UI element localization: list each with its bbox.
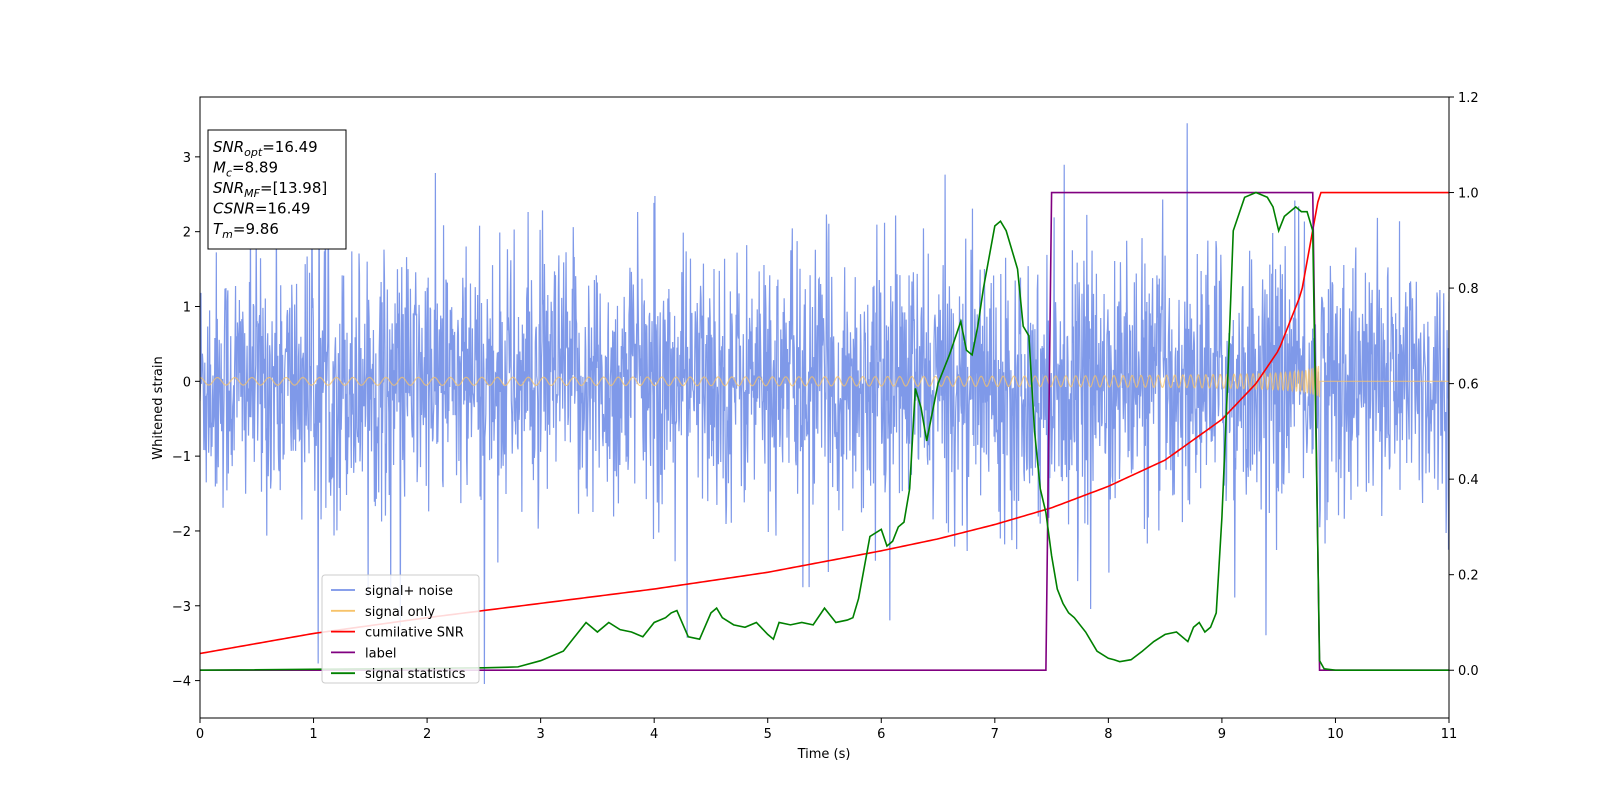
y2-tick-label: 1.0 [1458, 187, 1479, 202]
x-tick-label: 8 [1104, 727, 1112, 742]
legend: signal+ noise signal only cumilative SNR la… [321, 574, 480, 684]
y2-tick-label: 0.6 [1458, 378, 1479, 393]
annotation-line: CSNR=16.49 [213, 200, 310, 218]
y-axis-label: Whitened strain [151, 356, 166, 459]
y-tick-label: −3 [172, 600, 191, 615]
annotation-subscript: MF [244, 187, 260, 200]
annotation-subscript: m [222, 228, 233, 241]
annotation-symbol: SNR [213, 179, 244, 197]
annotation-symbol: SNR [213, 138, 244, 156]
x-tick-label: 6 [877, 727, 885, 742]
annotation-value: =[13.98] [260, 179, 327, 197]
x-tick-label: 9 [1218, 727, 1226, 742]
legend-label: signal statistics [365, 667, 466, 682]
y-axis-right: 1.2 1.0 0.8 0.6 0.4 0.2 0.0 [1449, 91, 1479, 679]
x-tick-label: 11 [1441, 727, 1458, 742]
annotation-symbol: M [213, 159, 226, 177]
y-tick-label: 3 [183, 151, 191, 166]
x-tick-label: 2 [423, 727, 431, 742]
series-signal-only [200, 365, 1449, 398]
y-tick-label: −2 [172, 525, 191, 540]
x-tick-label: 7 [991, 727, 999, 742]
legend-label: signal+ noise [365, 584, 453, 599]
y-axis-left: 3 2 1 0 −1 −2 −3 −4 [172, 151, 200, 690]
x-tick-label: 4 [650, 727, 658, 742]
x-tick-label: 5 [764, 727, 772, 742]
x-axis: 0 1 2 3 4 5 6 7 8 9 10 11 [196, 718, 1457, 742]
annotation-value: =16.49 [262, 138, 318, 156]
y2-tick-label: 0.0 [1458, 664, 1479, 679]
series-signal-noise [200, 123, 1449, 685]
annotation-symbol: T [213, 220, 224, 238]
annotation-symbol: CSNR [213, 200, 255, 218]
x-axis-label: Time (s) [797, 747, 851, 762]
legend-label: signal only [365, 605, 435, 620]
y-tick-label: −4 [172, 675, 191, 690]
annotation-line: Mc=8.89 [213, 159, 278, 180]
annotation-lines: SNRopt=16.49Mc=8.89SNRMF=[13.98]CSNR=16.… [213, 138, 327, 241]
legend-label: label [365, 646, 396, 661]
y-tick-label: 2 [183, 226, 191, 241]
annotation-value: =9.86 [233, 220, 279, 238]
y-tick-label: 0 [183, 375, 191, 390]
annotation-box: SNRopt=16.49Mc=8.89SNRMF=[13.98]CSNR=16.… [207, 129, 347, 250]
y2-tick-label: 1.2 [1458, 91, 1479, 106]
legend-entries: signal+ noise signal only cumilative SNR la… [331, 584, 466, 682]
annotation-subscript: c [226, 167, 232, 180]
x-tick-label: 3 [536, 727, 544, 742]
legend-frame [321, 574, 480, 684]
annotation-value: =16.49 [255, 200, 311, 218]
y-tick-label: −1 [172, 450, 191, 465]
annotation-subscript: opt [244, 146, 263, 159]
y-tick-label: 1 [183, 300, 191, 315]
annotation-line: Tm=9.86 [213, 220, 279, 241]
annotation-frame [207, 129, 347, 250]
y2-tick-label: 0.8 [1458, 282, 1479, 297]
y2-tick-label: 0.2 [1458, 569, 1479, 584]
legend-label: cumilative SNR [365, 626, 464, 641]
plot-frame [199, 96, 1450, 719]
x-tick-label: 10 [1327, 727, 1344, 742]
x-tick-label: 1 [309, 727, 317, 742]
annotation-line: SNRopt=16.49 [213, 138, 318, 159]
series-signal-statistics [200, 191, 1449, 672]
annotation-value: =8.89 [232, 159, 278, 177]
y2-tick-label: 0.4 [1458, 473, 1479, 488]
annotation-line: SNRMF=[13.98] [213, 179, 327, 200]
x-tick-label: 0 [196, 727, 204, 742]
